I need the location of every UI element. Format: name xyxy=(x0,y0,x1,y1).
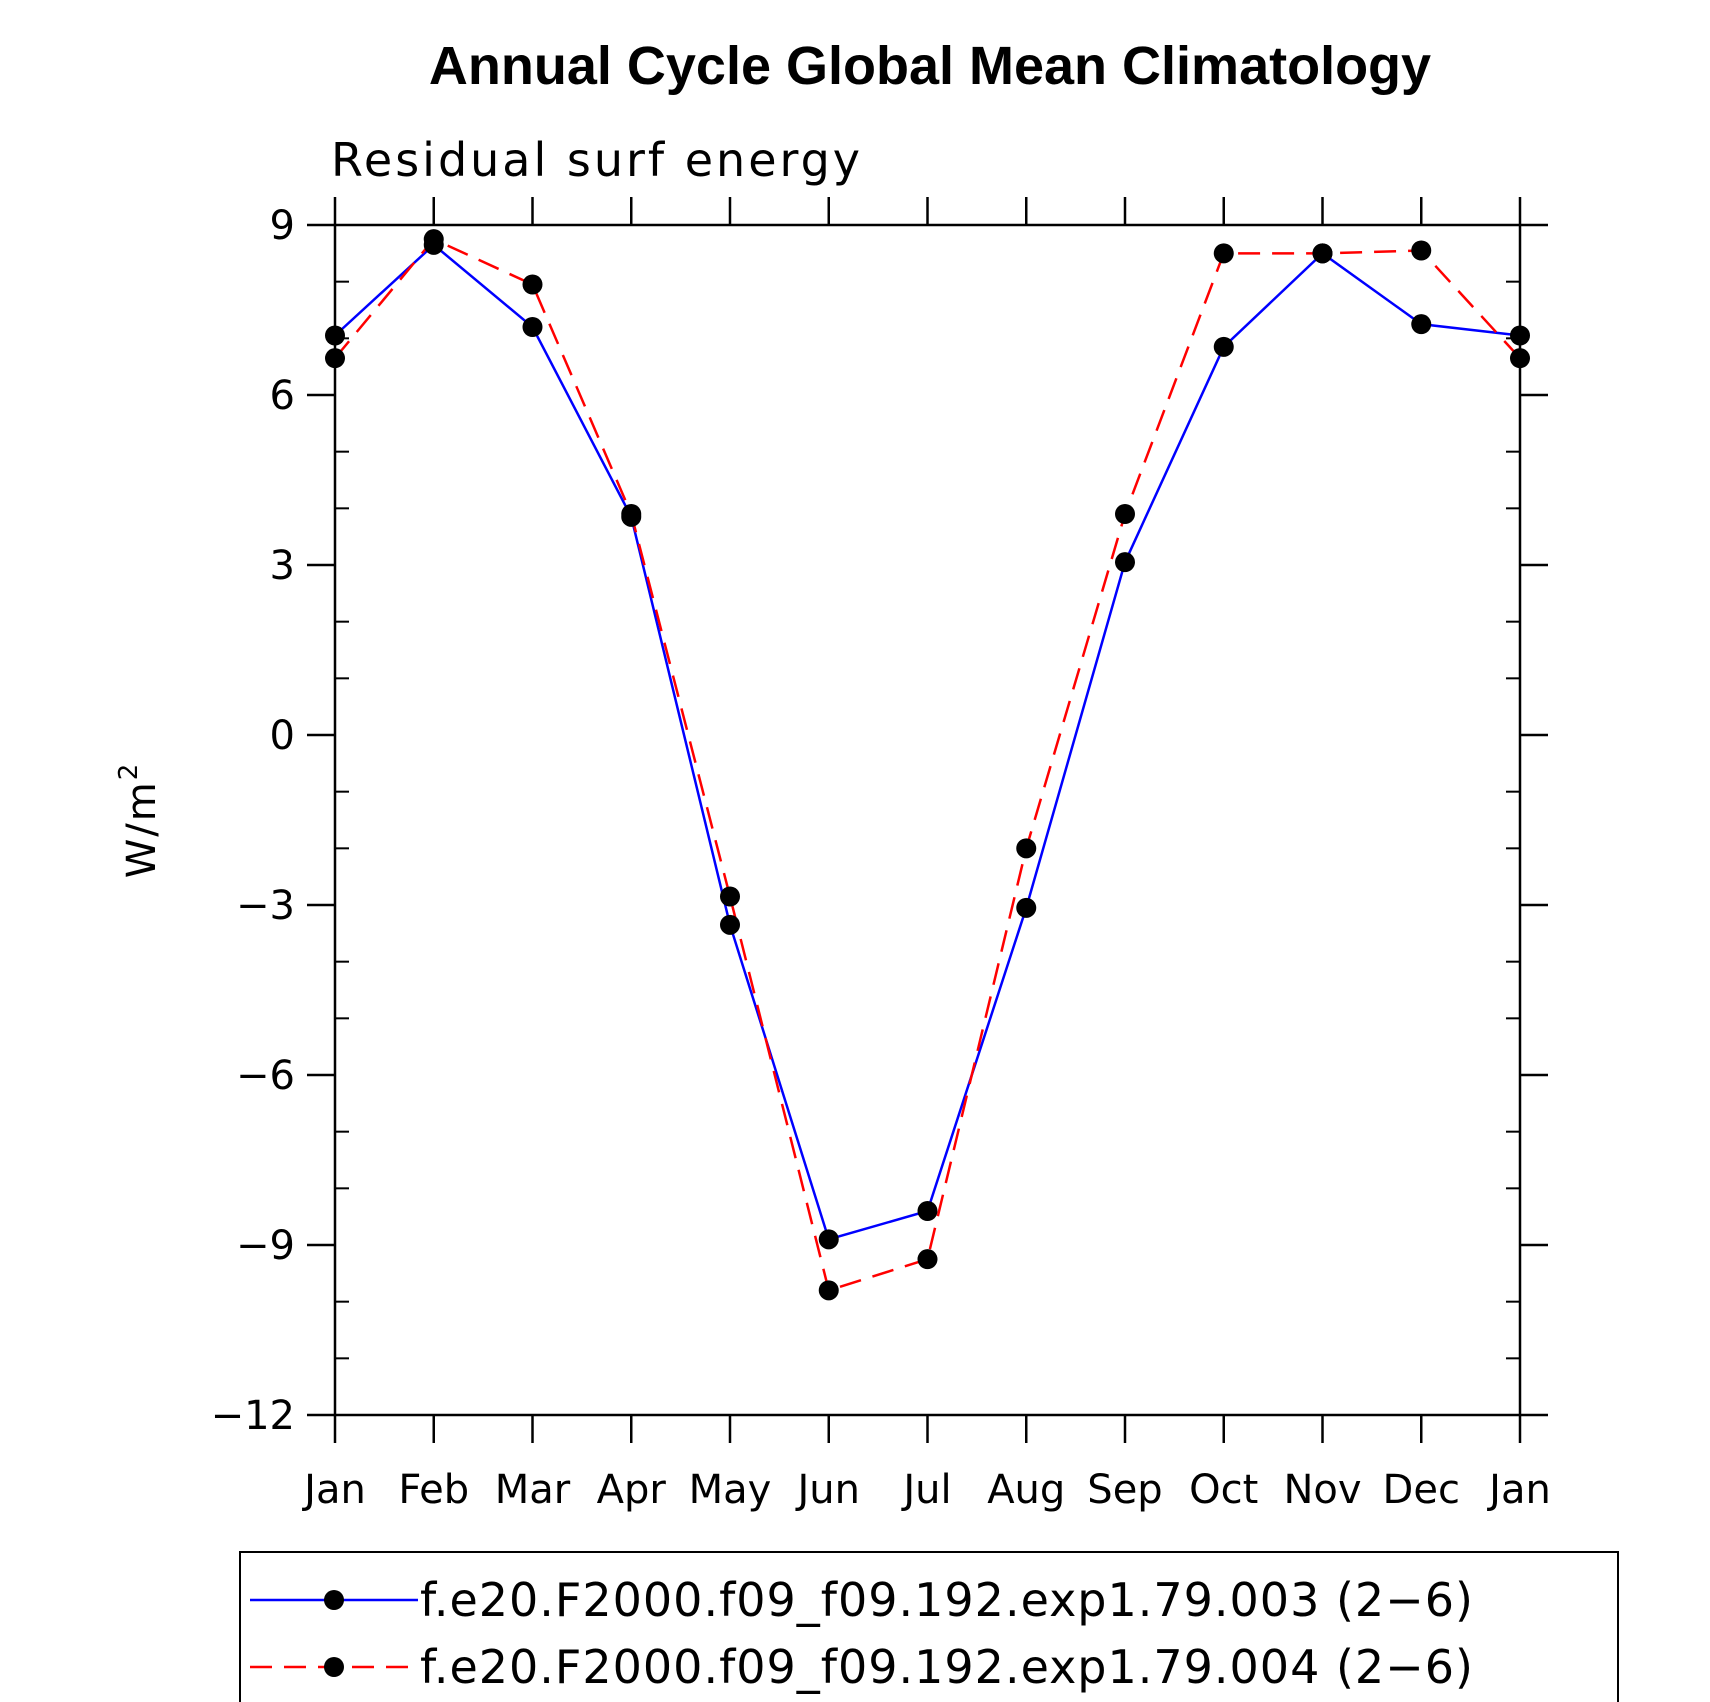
y-tick-label: −6 xyxy=(236,1053,295,1099)
series-2-point xyxy=(325,348,345,369)
series-1-point xyxy=(818,1229,839,1250)
series-2-point xyxy=(522,274,543,295)
x-tick-label: Jun xyxy=(795,1467,861,1513)
x-tick-label: Dec xyxy=(1383,1467,1460,1513)
x-tick-label: Oct xyxy=(1189,1467,1258,1513)
y-tick-label: −12 xyxy=(211,1393,295,1439)
y-tick-labels: 9 6 3 0 −3 −6 −9 −12 xyxy=(211,203,295,1439)
x-tick-label: Sep xyxy=(1087,1467,1162,1513)
chart-title: Annual Cycle Global Mean Climatology xyxy=(429,36,1431,96)
series-2-point xyxy=(917,1249,938,1270)
series-1-point xyxy=(1213,336,1234,357)
series-1-point xyxy=(720,914,740,935)
plot-frame xyxy=(333,223,1522,1417)
series-2-point xyxy=(818,1280,839,1301)
y-axis-label: W/m2 xyxy=(114,762,165,879)
chart-subtitle: Residual surf energy xyxy=(331,133,863,187)
series-line-1 xyxy=(334,243,1521,1241)
series-1-point xyxy=(917,1201,938,1221)
series-1-point xyxy=(1510,325,1530,346)
x-tick-label: Jan xyxy=(1486,1467,1551,1513)
series-2-point xyxy=(1312,243,1333,264)
y-tick-label: −9 xyxy=(236,1223,295,1269)
y-tick-label: 3 xyxy=(270,543,295,589)
series-2-point xyxy=(621,504,642,524)
legend: f.e20.F2000.f09_f09.192.exp1.79.003 (2−6… xyxy=(239,1551,1619,1702)
series-2-point xyxy=(423,229,444,250)
y-tick-label: −3 xyxy=(236,883,295,929)
y-axis-label-superscript: 2 xyxy=(114,762,144,781)
x-tick-label: Nov xyxy=(1283,1467,1361,1513)
legend-marker-1 xyxy=(324,1590,344,1610)
x-tick-label: Mar xyxy=(495,1467,571,1513)
series-2-point xyxy=(1510,348,1530,369)
series-2-point xyxy=(1115,504,1135,524)
legend-label-1: f.e20.F2000.f09_f09.192.exp1.79.003 (2−6… xyxy=(420,1573,1474,1627)
y-tick-label: 6 xyxy=(270,373,295,419)
x-tick-labels: Jan Feb Mar Apr May Jun Jul Aug Sep Oct Nov Dec Jan xyxy=(301,1467,1551,1513)
series-layer xyxy=(325,229,1530,1301)
series-1-point xyxy=(522,317,543,337)
series-1-point xyxy=(1411,314,1432,335)
series-line-2 xyxy=(334,237,1521,1292)
legend-box xyxy=(239,1551,1619,1702)
series-1-point xyxy=(1115,552,1135,573)
y-tick-label: 0 xyxy=(270,713,295,759)
x-tick-label: Jan xyxy=(301,1467,366,1513)
series-1-point xyxy=(1016,897,1037,918)
legend-items: f.e20.F2000.f09_f09.192.exp1.79.003 (2−6… xyxy=(250,1573,1474,1694)
x-tick-label: Jul xyxy=(900,1467,951,1513)
legend-marker-2 xyxy=(324,1657,344,1677)
series-1-point xyxy=(325,325,345,346)
series-2-point xyxy=(720,886,740,907)
x-tick-label: Apr xyxy=(597,1467,667,1513)
y-tick-label: 9 xyxy=(270,203,295,249)
x-tick-label: Aug xyxy=(987,1467,1065,1513)
x-tick-label: Feb xyxy=(398,1467,469,1513)
y-axis-label-base: W/m xyxy=(119,780,165,878)
legend-label-2: f.e20.F2000.f09_f09.192.exp1.79.004 (2−6… xyxy=(420,1640,1474,1694)
axis-ticks xyxy=(307,197,1548,1443)
series-2-point xyxy=(1016,838,1037,859)
x-tick-label: May xyxy=(689,1467,772,1513)
series-2-point xyxy=(1213,243,1234,264)
series-2-point xyxy=(1411,240,1432,261)
